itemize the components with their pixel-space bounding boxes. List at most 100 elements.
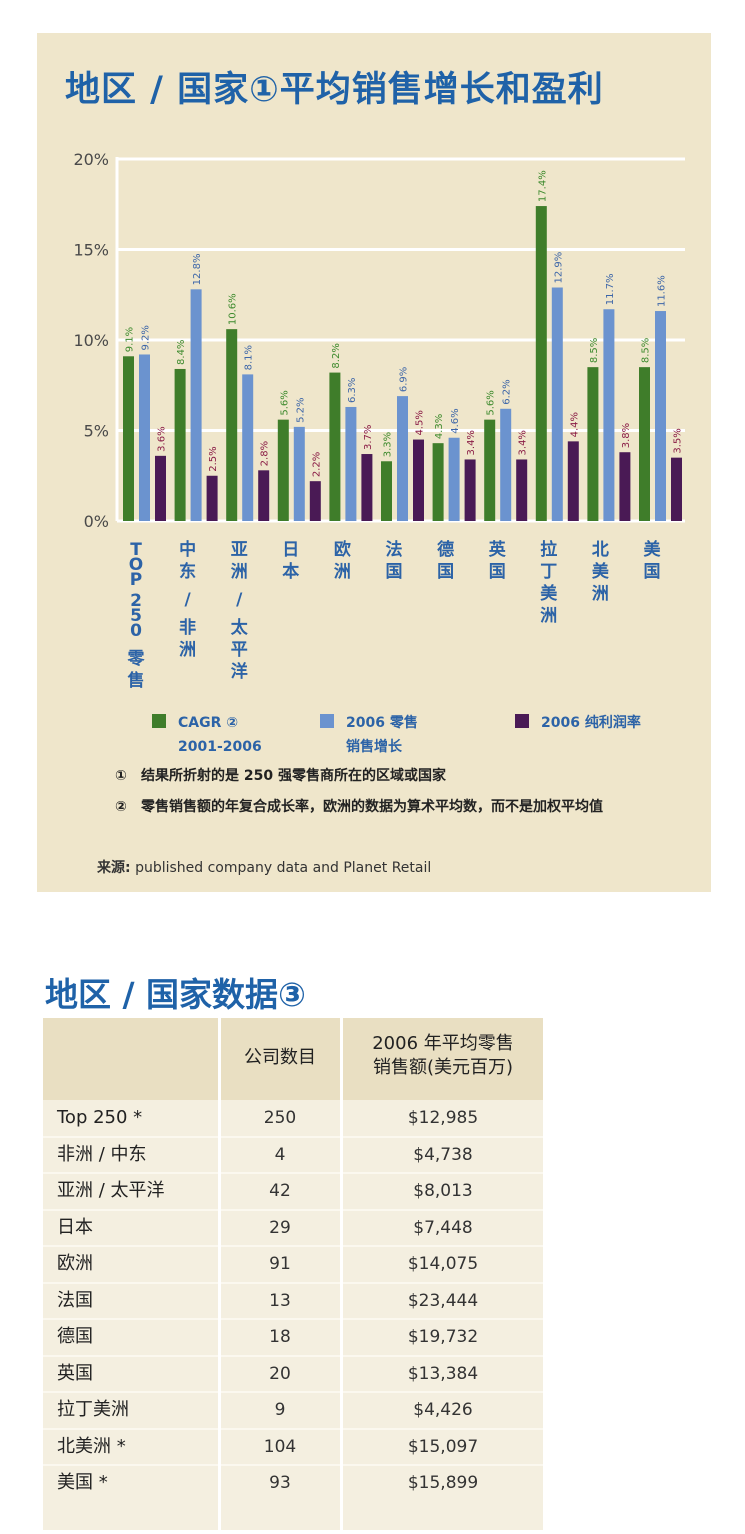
region-cell: 美国 *: [57, 1472, 108, 1493]
data-label: 6.3%: [347, 378, 358, 403]
footnote-1-text: 结果所折射的是 250 强零售商所在的区域或国家: [141, 768, 446, 784]
data-label: 8.1%: [244, 345, 255, 370]
legend-label-growth-1: 2006 零售: [346, 715, 418, 731]
region-cell: Top 250 *: [57, 1107, 143, 1128]
avg-sales-cell: $4,426: [413, 1400, 473, 1420]
region-cell: 北美洲 *: [57, 1435, 126, 1457]
y-tick-label: 0%: [84, 512, 109, 531]
x-tick-label: 德国: [437, 539, 454, 582]
table-header: [43, 1018, 543, 1100]
data-label: 4.3%: [434, 414, 445, 439]
legend-cagr: CAGR ② 2001-2006: [152, 711, 262, 759]
legend-label-growth-2: 销售增长: [346, 739, 402, 755]
x-tick-label: 欧洲: [334, 539, 351, 582]
table-title: 地区 / 国家数据③: [45, 975, 306, 1014]
avg-sales-cell: $14,075: [407, 1254, 479, 1274]
data-label: 17.4%: [537, 170, 548, 202]
region-cell: 英国: [57, 1362, 93, 1384]
avg-sales-cell: $4,738: [413, 1144, 473, 1165]
company-count-cell: 20: [269, 1363, 291, 1384]
row-separator: [43, 1245, 543, 1247]
footnote-1: ① 结果所折射的是 250 强零售商所在的区域或国家: [115, 764, 675, 789]
y-tick-label: 20%: [73, 150, 109, 169]
table-row: 美国 * 93 $15,899: [43, 1465, 543, 1501]
bar: [500, 408, 512, 521]
bar: [448, 437, 460, 521]
company-count-cell: 9: [274, 1400, 286, 1420]
row-separator: [43, 1427, 543, 1430]
legend-swatch-growth: [320, 714, 334, 728]
header-company-count: 公司数目: [244, 1047, 316, 1068]
data-label: 4.6%: [450, 408, 461, 433]
company-count-cell: 91: [269, 1254, 291, 1274]
legend-margin: 2006 纯利润率: [515, 711, 641, 735]
table-row: 拉丁美洲 9 $4,426: [43, 1392, 543, 1428]
data-label: 2.2%: [311, 452, 322, 477]
y-tick-label: 15%: [73, 241, 109, 260]
region-cell: 拉丁美洲: [57, 1399, 129, 1420]
data-label: 12.8%: [192, 254, 203, 286]
data-label: 2.8%: [260, 441, 271, 466]
region-cell: 德国: [57, 1326, 93, 1347]
footnote-1-mark: ①: [115, 768, 127, 784]
x-tick-label: 日本: [282, 540, 299, 582]
data-label: 9.2%: [141, 325, 152, 350]
bar: [258, 470, 270, 521]
table-row: 非洲 / 中东 4 $4,738: [43, 1137, 543, 1173]
legend-growth: 2006 零售 销售增长: [320, 711, 418, 759]
legend-swatch-margin: [515, 714, 529, 728]
company-count-cell: 29: [269, 1217, 291, 1238]
table-row: Top 250 * 250 $12,985: [43, 1100, 543, 1136]
bar: [123, 356, 134, 521]
bar: [206, 475, 218, 521]
bar: [139, 354, 150, 521]
data-label: 5.6%: [279, 390, 290, 415]
data-label: 5.2%: [295, 397, 306, 422]
data-label: 3.4%: [518, 430, 529, 455]
legend-label-cagr-1: CAGR ②: [178, 715, 239, 731]
bar: [413, 439, 424, 521]
avg-sales-cell: $7,448: [413, 1217, 473, 1238]
chart-title: 地区 / 国家①平均销售增长和盈利: [65, 70, 604, 110]
bar: [345, 406, 357, 521]
avg-sales-cell: $12,985: [407, 1108, 479, 1128]
bar: [190, 289, 202, 521]
avg-sales-cell: $23,444: [407, 1290, 479, 1311]
chart-panel: 地区 / 国家①平均销售增长和盈利 0% 5% 10% 15% 20% 9.1% 9.2% 3…: [37, 33, 711, 892]
source-line: 来源: published company data and Planet Re…: [97, 857, 431, 877]
table-row: 北美洲 * 104 $15,097: [43, 1429, 543, 1465]
data-label: 4.5%: [415, 410, 426, 435]
header-avg-sales-1: 2006 年平均零售: [372, 1033, 514, 1054]
bar: [293, 426, 305, 521]
bar-chart: 0% 5% 10% 15% 20% 9.1% 9.2% 3.6% TOP 250 零售商 8.4%…: [73, 150, 685, 693]
company-count-cell: 93: [269, 1473, 291, 1493]
legend-swatch-cagr: [152, 714, 166, 728]
data-label: 8.4%: [176, 340, 187, 365]
bar: [535, 206, 547, 521]
bar: [567, 441, 579, 521]
row-separator: [43, 1391, 543, 1393]
row-separator: [43, 1318, 543, 1320]
y-tick-label: 5%: [84, 422, 109, 441]
row-separator: [43, 1208, 543, 1211]
table-row: 英国 20 $13,384: [43, 1356, 543, 1392]
source-label: 来源:: [97, 860, 131, 876]
bar: [639, 367, 650, 521]
bar: [484, 419, 496, 521]
data-label: 12.9%: [553, 252, 564, 284]
avg-sales-cell: $15,097: [407, 1436, 479, 1457]
data-label: 8.5%: [589, 338, 600, 363]
bar: [381, 461, 392, 521]
header-avg-sales-2: 销售额(美元百万): [372, 1057, 514, 1078]
bar: [361, 454, 373, 521]
region-data-table: 公司数目 2006 年平均零售 销售额(美元百万) Top 250 * 250 $1…: [43, 1018, 543, 1530]
data-label: 8.5%: [641, 338, 652, 363]
avg-sales-cell: $19,732: [407, 1327, 479, 1347]
table-row: 亚洲 / 太平洋 42 $8,013: [43, 1173, 543, 1209]
row-separator: [43, 1354, 543, 1357]
source-text: published company data and Planet Retail: [135, 860, 432, 876]
bar: [155, 455, 166, 521]
data-label: 2.5%: [208, 446, 219, 471]
data-label: 11.6%: [657, 275, 668, 307]
data-label: 3.3%: [383, 432, 394, 457]
